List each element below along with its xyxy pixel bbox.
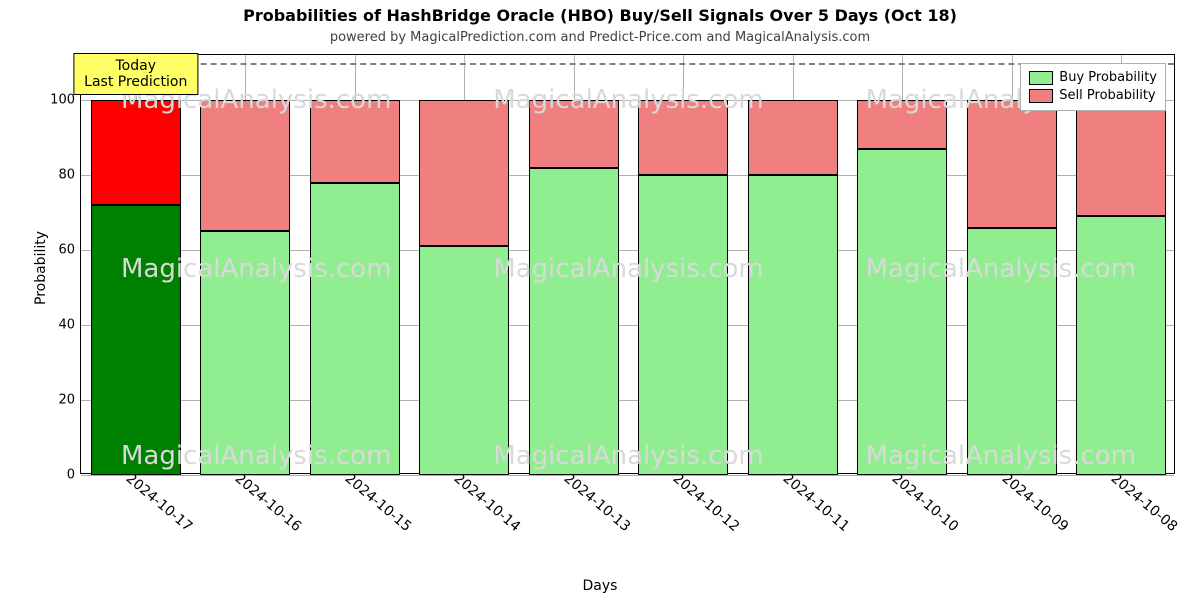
bar-sell [967, 100, 1057, 228]
bar-buy [857, 149, 947, 475]
bar-buy [748, 175, 838, 475]
chart-subtitle: powered by MagicalPrediction.com and Pre… [0, 30, 1200, 45]
bar-sell [310, 100, 400, 183]
today-annotation: Today Last Prediction [73, 53, 198, 95]
bar-sell [1076, 100, 1166, 216]
bar-buy [1076, 216, 1166, 475]
bar-sell [200, 100, 290, 231]
bar-buy [529, 168, 619, 476]
x-tick-label: 2024-10-14 [451, 470, 524, 535]
x-tick-label: 2024-10-10 [889, 470, 962, 535]
bar-sell [529, 100, 619, 168]
plot-area: Probability Buy ProbabilitySell Probabil… [80, 54, 1175, 474]
y-tick-label: 60 [58, 243, 75, 258]
y-tick-label: 0 [67, 468, 75, 483]
bar-sell [748, 100, 838, 175]
bar-buy [200, 231, 290, 475]
legend-label: Sell Probability [1059, 87, 1155, 105]
reference-line [81, 63, 1174, 65]
x-tick-label: 2024-10-08 [1108, 470, 1181, 535]
bar-buy [310, 183, 400, 476]
y-tick-label: 20 [58, 393, 75, 408]
y-tick-label: 40 [58, 318, 75, 333]
bar-buy [419, 246, 509, 475]
x-axis-label: Days [0, 578, 1200, 594]
bar-buy [967, 228, 1057, 476]
x-tick-label: 2024-10-13 [560, 470, 633, 535]
y-axis-label: Probability [33, 231, 49, 305]
legend-item: Sell Probability [1029, 87, 1157, 105]
bar-buy [91, 205, 181, 475]
x-tick-label: 2024-10-11 [779, 470, 852, 535]
legend-label: Buy Probability [1059, 69, 1157, 87]
legend-item: Buy Probability [1029, 69, 1157, 87]
y-tick-label: 80 [58, 168, 75, 183]
legend: Buy ProbabilitySell Probability [1020, 63, 1166, 111]
legend-swatch [1029, 71, 1053, 85]
chart-root: Probabilities of HashBridge Oracle (HBO)… [0, 0, 1200, 600]
bar-buy [638, 175, 728, 475]
x-tick-label: 2024-10-16 [232, 470, 305, 535]
annotation-line-2: Last Prediction [84, 74, 187, 90]
x-tick-label: 2024-10-09 [998, 470, 1071, 535]
bar-sell [419, 100, 509, 246]
annotation-line-1: Today [84, 58, 187, 74]
bar-sell [91, 100, 181, 205]
x-tick-label: 2024-10-15 [341, 470, 414, 535]
y-tick-label: 100 [50, 93, 75, 108]
bar-sell [857, 100, 947, 149]
x-tick-label: 2024-10-17 [122, 470, 195, 535]
chart-title: Probabilities of HashBridge Oracle (HBO)… [0, 6, 1200, 25]
x-tick-label: 2024-10-12 [670, 470, 743, 535]
bar-sell [638, 100, 728, 175]
legend-swatch [1029, 89, 1053, 103]
